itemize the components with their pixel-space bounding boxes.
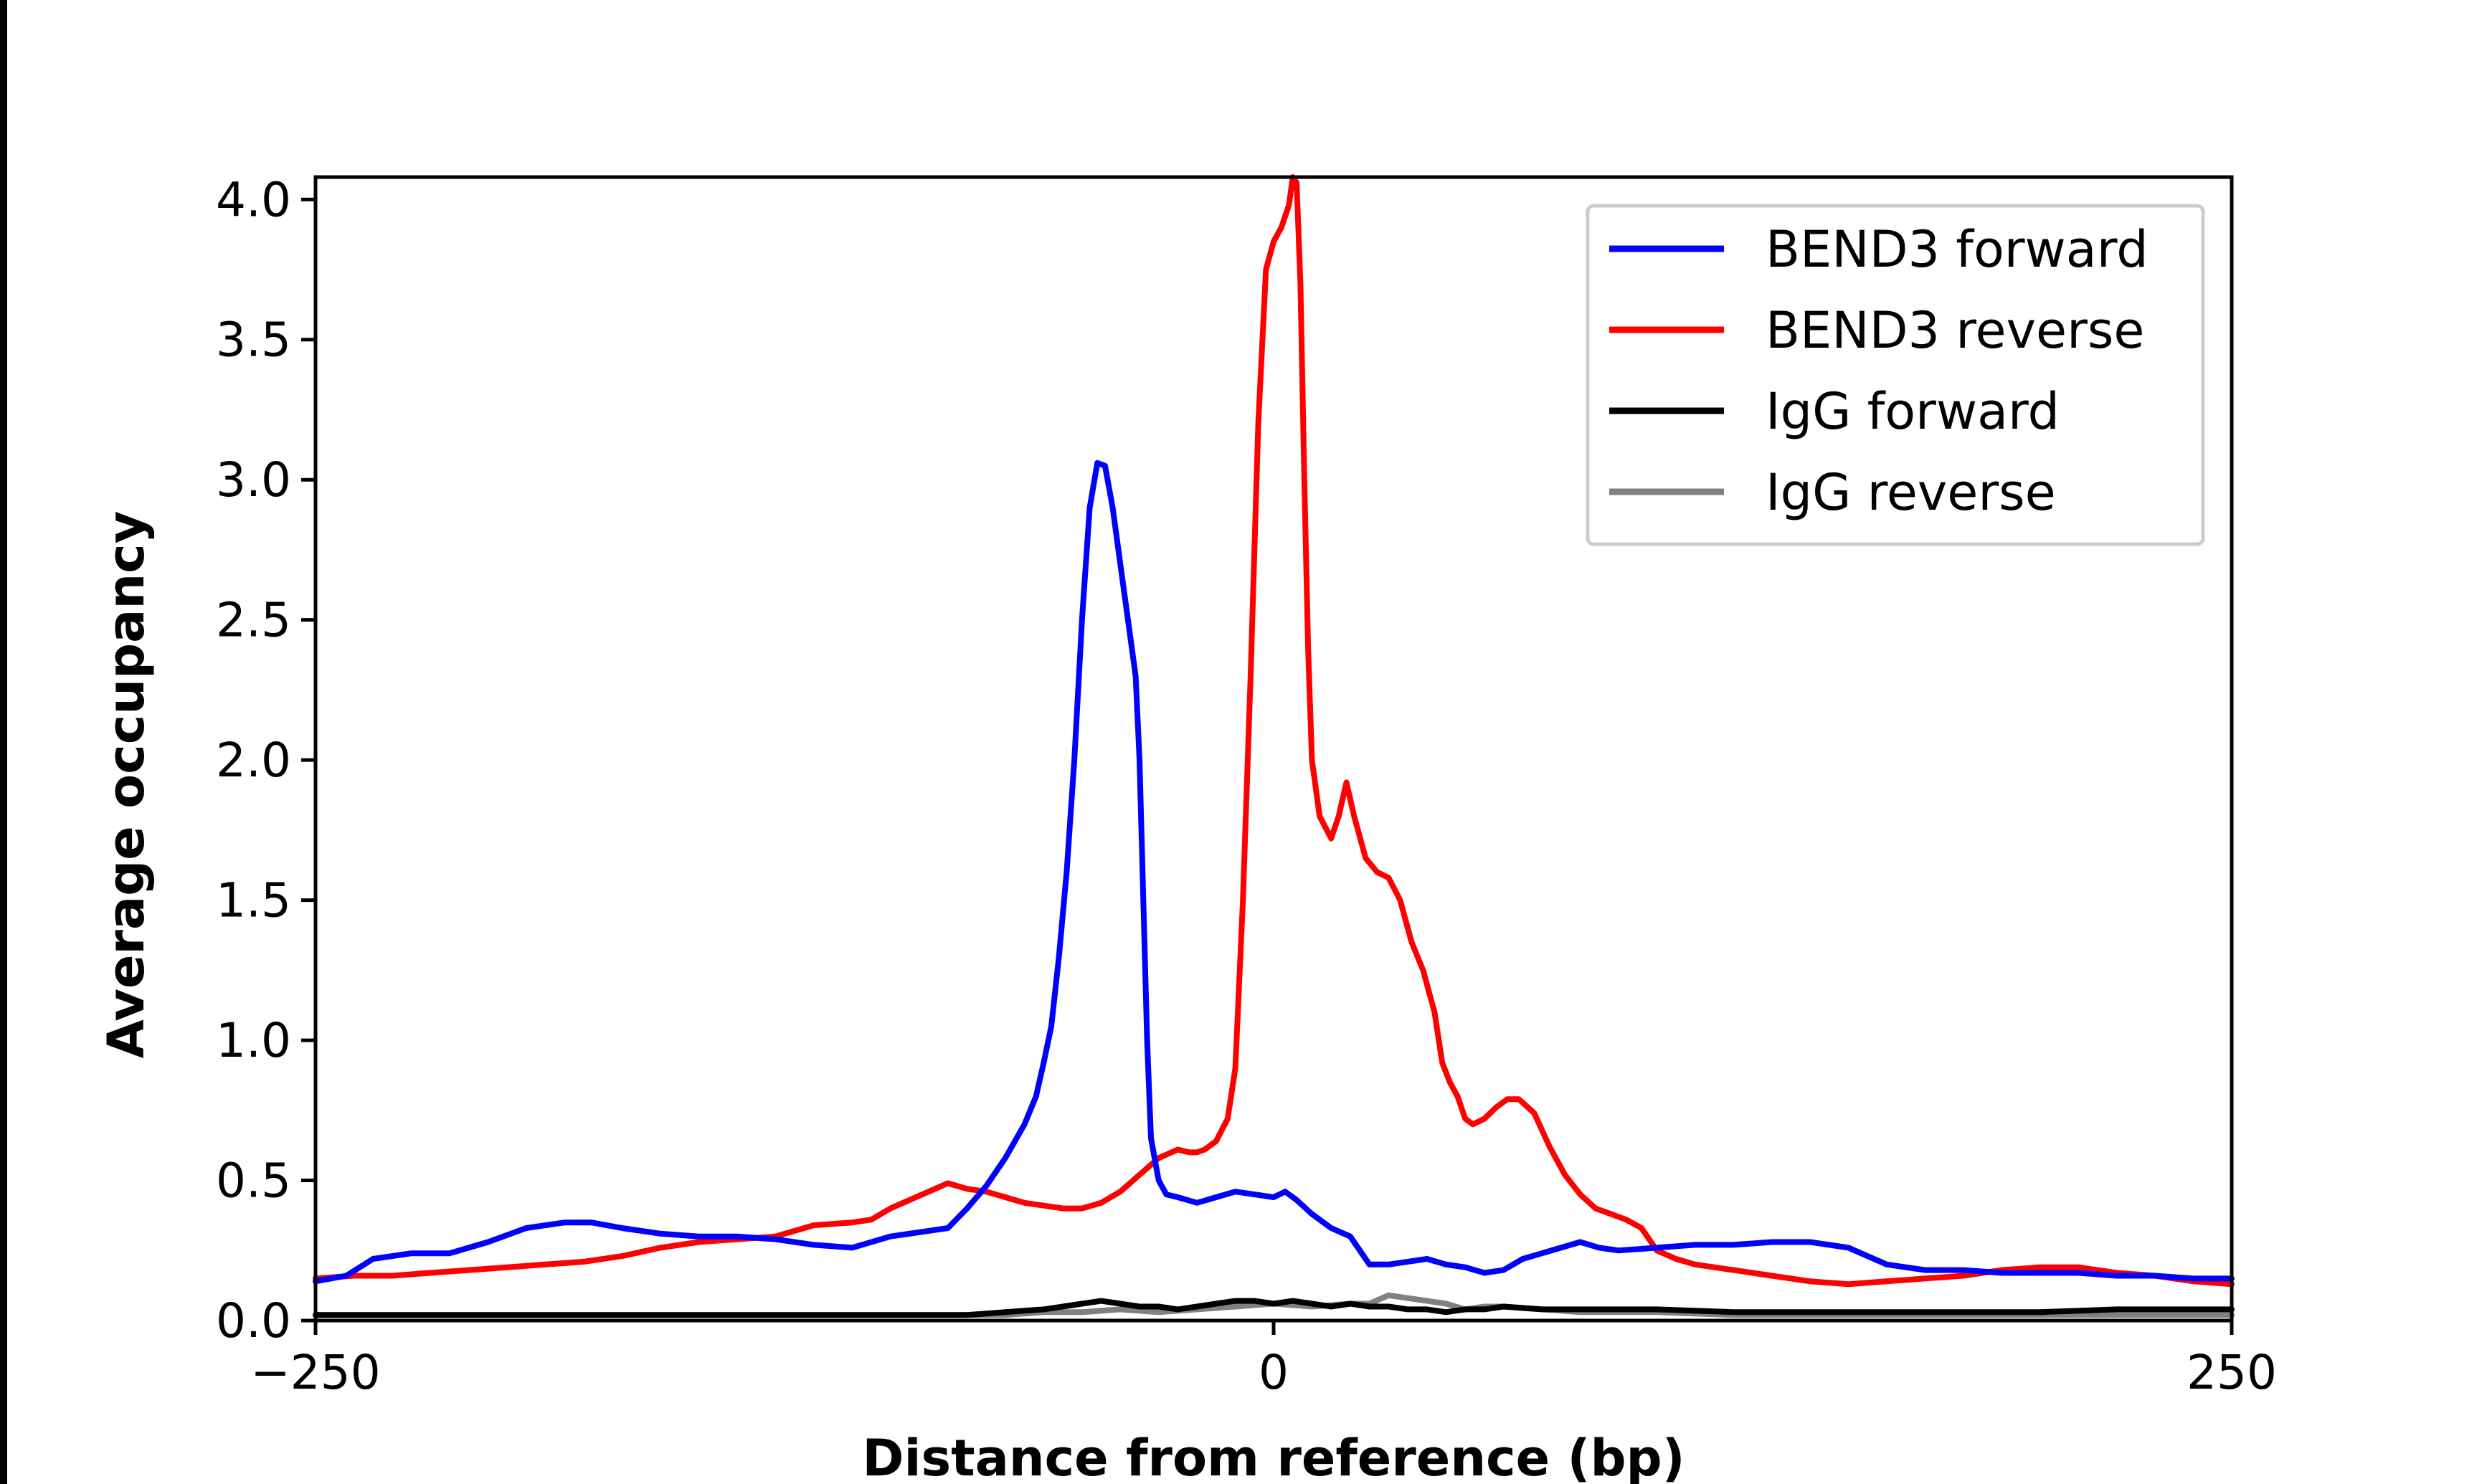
y-tick-label: 3.5 <box>216 313 291 368</box>
legend-label: BEND3 forward <box>1766 220 2149 279</box>
plot-area-frame <box>313 175 2234 1323</box>
x-tick-label: 0 <box>1259 1345 1289 1400</box>
y-tick-label: 0.5 <box>216 1154 291 1209</box>
y-tick-label: 3.0 <box>216 452 291 508</box>
series-lines <box>313 174 2235 1318</box>
y-tick-label: 1.0 <box>216 1013 291 1068</box>
x-axis-ticks: −250 0 250 <box>250 1321 2277 1400</box>
series-line-igg-forward <box>313 1298 2235 1318</box>
y-tick-label: 0.0 <box>216 1293 291 1349</box>
series-line-bend3-forward <box>313 460 2235 1285</box>
y-axis-ticks: 0.0 0.5 1.0 1.5 2.0 2.5 3.0 3.5 4.0 <box>216 172 316 1349</box>
legend-box <box>1586 204 2205 546</box>
y-axis-title: Average occupancy <box>97 511 156 1059</box>
y-tick-label: 2.5 <box>216 593 291 648</box>
left-frame-edge <box>0 0 7 1484</box>
x-tick-label: 250 <box>2187 1345 2277 1400</box>
x-axis-title: Distance from reference (bp) <box>862 1429 1685 1484</box>
legend-label: IgG reverse <box>1766 463 2056 522</box>
legend-label: IgG forward <box>1766 382 2060 441</box>
x-tick-label: −250 <box>250 1345 380 1400</box>
y-tick-label: 4.0 <box>216 172 291 227</box>
y-tick-label: 1.5 <box>216 873 291 928</box>
legend-label: BEND3 reverse <box>1766 301 2144 360</box>
legend-items: BEND3 forward BEND3 reverse IgG forward IgG… <box>1609 220 2149 522</box>
legend: BEND3 forward BEND3 reverse IgG forward IgG… <box>1586 204 2205 546</box>
y-tick-label: 2.0 <box>216 733 291 788</box>
